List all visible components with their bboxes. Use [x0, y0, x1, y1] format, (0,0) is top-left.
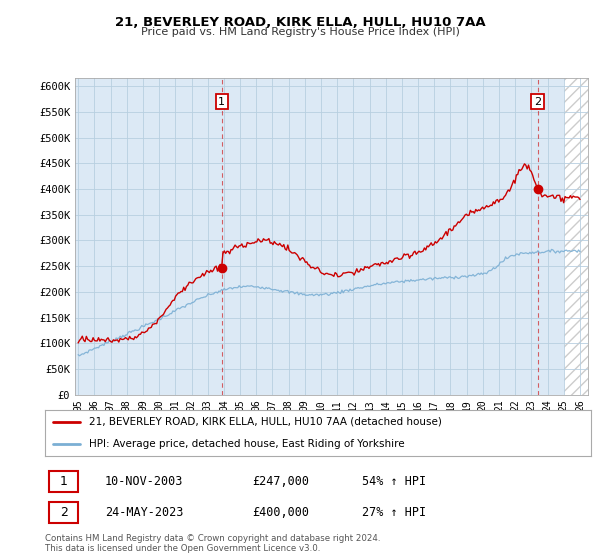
Text: 24-MAY-2023: 24-MAY-2023 [105, 506, 184, 519]
Text: 2: 2 [59, 506, 68, 519]
Text: 10-NOV-2003: 10-NOV-2003 [105, 475, 184, 488]
Text: 21, BEVERLEY ROAD, KIRK ELLA, HULL, HU10 7AA: 21, BEVERLEY ROAD, KIRK ELLA, HULL, HU10… [115, 16, 485, 29]
Text: This data is licensed under the Open Government Licence v3.0.: This data is licensed under the Open Gov… [45, 544, 320, 553]
Text: 27% ↑ HPI: 27% ↑ HPI [362, 506, 426, 519]
FancyBboxPatch shape [49, 471, 78, 492]
Text: Contains HM Land Registry data © Crown copyright and database right 2024.: Contains HM Land Registry data © Crown c… [45, 534, 380, 543]
Text: 1: 1 [59, 475, 68, 488]
Text: HPI: Average price, detached house, East Riding of Yorkshire: HPI: Average price, detached house, East… [89, 440, 404, 450]
Text: £400,000: £400,000 [253, 506, 310, 519]
Text: 2: 2 [534, 96, 541, 106]
Text: 1: 1 [218, 96, 225, 106]
Text: £247,000: £247,000 [253, 475, 310, 488]
Text: 54% ↑ HPI: 54% ↑ HPI [362, 475, 426, 488]
Text: Price paid vs. HM Land Registry's House Price Index (HPI): Price paid vs. HM Land Registry's House … [140, 27, 460, 37]
Text: 21, BEVERLEY ROAD, KIRK ELLA, HULL, HU10 7AA (detached house): 21, BEVERLEY ROAD, KIRK ELLA, HULL, HU10… [89, 417, 442, 427]
FancyBboxPatch shape [49, 502, 78, 523]
